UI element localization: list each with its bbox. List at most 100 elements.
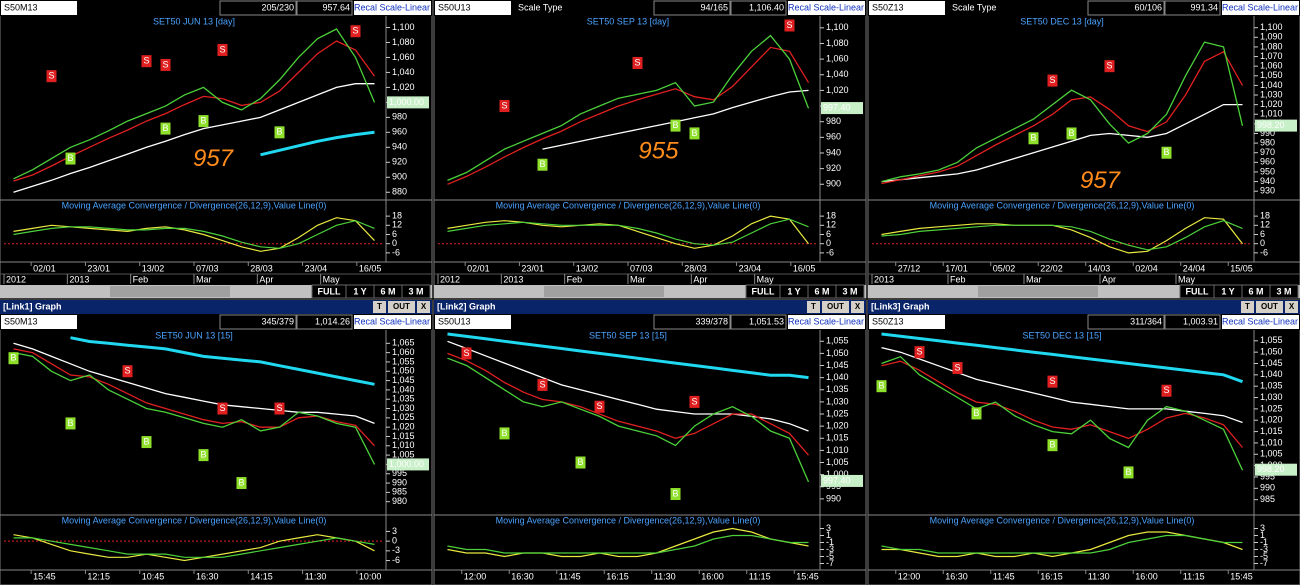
window-button[interactable] (822, 301, 849, 313)
window-button-label[interactable]: X (855, 302, 861, 311)
symbol[interactable]: S50M13 (4, 2, 38, 12)
signal-marker (350, 25, 361, 38)
window-button-label[interactable]: OUT (393, 302, 410, 311)
recal-button[interactable] (1222, 1, 1299, 15)
window-button-label[interactable]: X (421, 302, 427, 311)
date-label: 07/03 (196, 263, 219, 273)
recal-label[interactable]: Recal Scale-Linear (354, 316, 430, 326)
recal-button[interactable] (1222, 315, 1299, 329)
recal-label[interactable]: Recal Scale-Linear (788, 2, 864, 12)
window-button-label[interactable]: T (811, 302, 816, 311)
signal-marker (876, 380, 887, 393)
window-button[interactable] (1241, 301, 1254, 313)
symbol-box[interactable] (435, 315, 511, 329)
y-tick-label: 1,050 (392, 366, 415, 376)
symbol[interactable]: S50M13 (4, 316, 38, 326)
date-label: 02/04 (1135, 263, 1158, 273)
range-button-label[interactable]: 6 M (1248, 286, 1263, 296)
window-button[interactable] (1285, 301, 1298, 313)
y-tick-label: 0 (392, 238, 397, 248)
symbol-box[interactable] (435, 1, 511, 15)
counter-box (219, 314, 297, 330)
symbol[interactable]: S50U13 (438, 2, 471, 12)
y-tick-label: 1,025 (826, 408, 849, 418)
macd-line (881, 534, 1243, 554)
range-button-label[interactable]: FULL (318, 286, 341, 296)
window-button-label[interactable]: OUT (827, 302, 844, 311)
range-button-label[interactable]: FULL (1186, 286, 1209, 296)
range-button-label[interactable]: 1 Y (1221, 286, 1234, 296)
window-button[interactable] (851, 301, 864, 313)
y-tick-label: 1,050 (1260, 70, 1283, 80)
signal-marker (160, 122, 171, 135)
y-tick-label: 985 (392, 487, 407, 497)
y-tick-label: 950 (1260, 166, 1275, 176)
last-price-box (821, 474, 863, 487)
symbol-box[interactable] (1, 315, 77, 329)
window-button-label[interactable]: T (1245, 302, 1250, 311)
macd-title: Moving Average Convergence / Divergence(… (930, 515, 1195, 525)
range-button-label[interactable]: 6 M (380, 286, 395, 296)
y-tick-label: 3 (392, 526, 397, 536)
last-price: 1,000.00 (389, 459, 424, 469)
range-button[interactable] (745, 284, 781, 299)
price-line (13, 83, 375, 193)
symbol-box[interactable] (1, 1, 77, 15)
range-button-label[interactable]: 1 Y (787, 286, 800, 296)
scroll-thumb[interactable] (978, 286, 1098, 297)
scroll-thumb[interactable] (110, 286, 230, 297)
y-tick-label: 1,010 (1260, 437, 1283, 447)
signal-marker (141, 55, 152, 68)
range-button-label[interactable]: FULL (752, 286, 775, 296)
recal-button[interactable] (354, 315, 431, 329)
range-button-label[interactable]: 3 M (1276, 286, 1291, 296)
scroll-thumb[interactable] (544, 286, 664, 297)
recal-button[interactable] (788, 1, 865, 15)
window-button[interactable] (388, 301, 415, 313)
window-button[interactable] (373, 301, 386, 313)
y-tick-label: 940 (1260, 176, 1275, 186)
symbol[interactable]: S50Z13 (872, 316, 904, 326)
recal-label[interactable]: Recal Scale-Linear (1222, 2, 1298, 12)
range-button[interactable] (1179, 284, 1215, 299)
window-button[interactable] (1256, 301, 1283, 313)
recal-button[interactable] (788, 315, 865, 329)
recal-label[interactable]: Recal Scale-Linear (788, 316, 864, 326)
signal-label: B (1163, 147, 1169, 157)
macd-line (447, 218, 809, 246)
signal-marker (499, 100, 510, 113)
window-button-label[interactable]: X (1289, 302, 1295, 311)
window-button-label[interactable]: OUT (1261, 302, 1278, 311)
window-button[interactable] (807, 301, 820, 313)
signal-label: S (162, 59, 168, 69)
window-button[interactable] (417, 301, 430, 313)
symbol[interactable]: S50U13 (438, 316, 471, 326)
y-tick-label: 1,100 (826, 22, 849, 32)
date-label: 13/02 (142, 263, 165, 273)
price: 957.64 (322, 2, 350, 12)
y-tick-label: 880 (392, 187, 407, 197)
range-button-label[interactable]: 1 Y (353, 286, 366, 296)
recal-label[interactable]: Recal Scale-Linear (1222, 316, 1298, 326)
range-button-label[interactable]: 3 M (842, 286, 857, 296)
last-price: 998.20 (1257, 120, 1285, 130)
symbol-box[interactable] (869, 1, 945, 15)
signal-marker (1123, 466, 1134, 479)
range-button-label[interactable]: 3 M (408, 286, 423, 296)
signal-marker (784, 19, 795, 32)
recal-label[interactable]: Recal Scale-Linear (354, 2, 430, 12)
symbol[interactable]: S50Z13 (872, 2, 904, 12)
y-tick-label: 1,045 (392, 375, 415, 385)
month-label: 2012 (6, 274, 26, 284)
signal-marker (1028, 132, 1039, 145)
symbol-box[interactable] (869, 315, 945, 329)
signal-marker (141, 436, 152, 449)
range-button-label[interactable]: 6 M (814, 286, 829, 296)
price-line (13, 342, 375, 425)
price: 1,106.40 (749, 2, 784, 12)
range-button[interactable] (311, 284, 347, 299)
price-line (881, 360, 1243, 448)
macd-title: Moving Average Convergence / Divergence(… (930, 200, 1195, 210)
window-button-label[interactable]: T (377, 302, 382, 311)
recal-button[interactable] (354, 1, 431, 15)
